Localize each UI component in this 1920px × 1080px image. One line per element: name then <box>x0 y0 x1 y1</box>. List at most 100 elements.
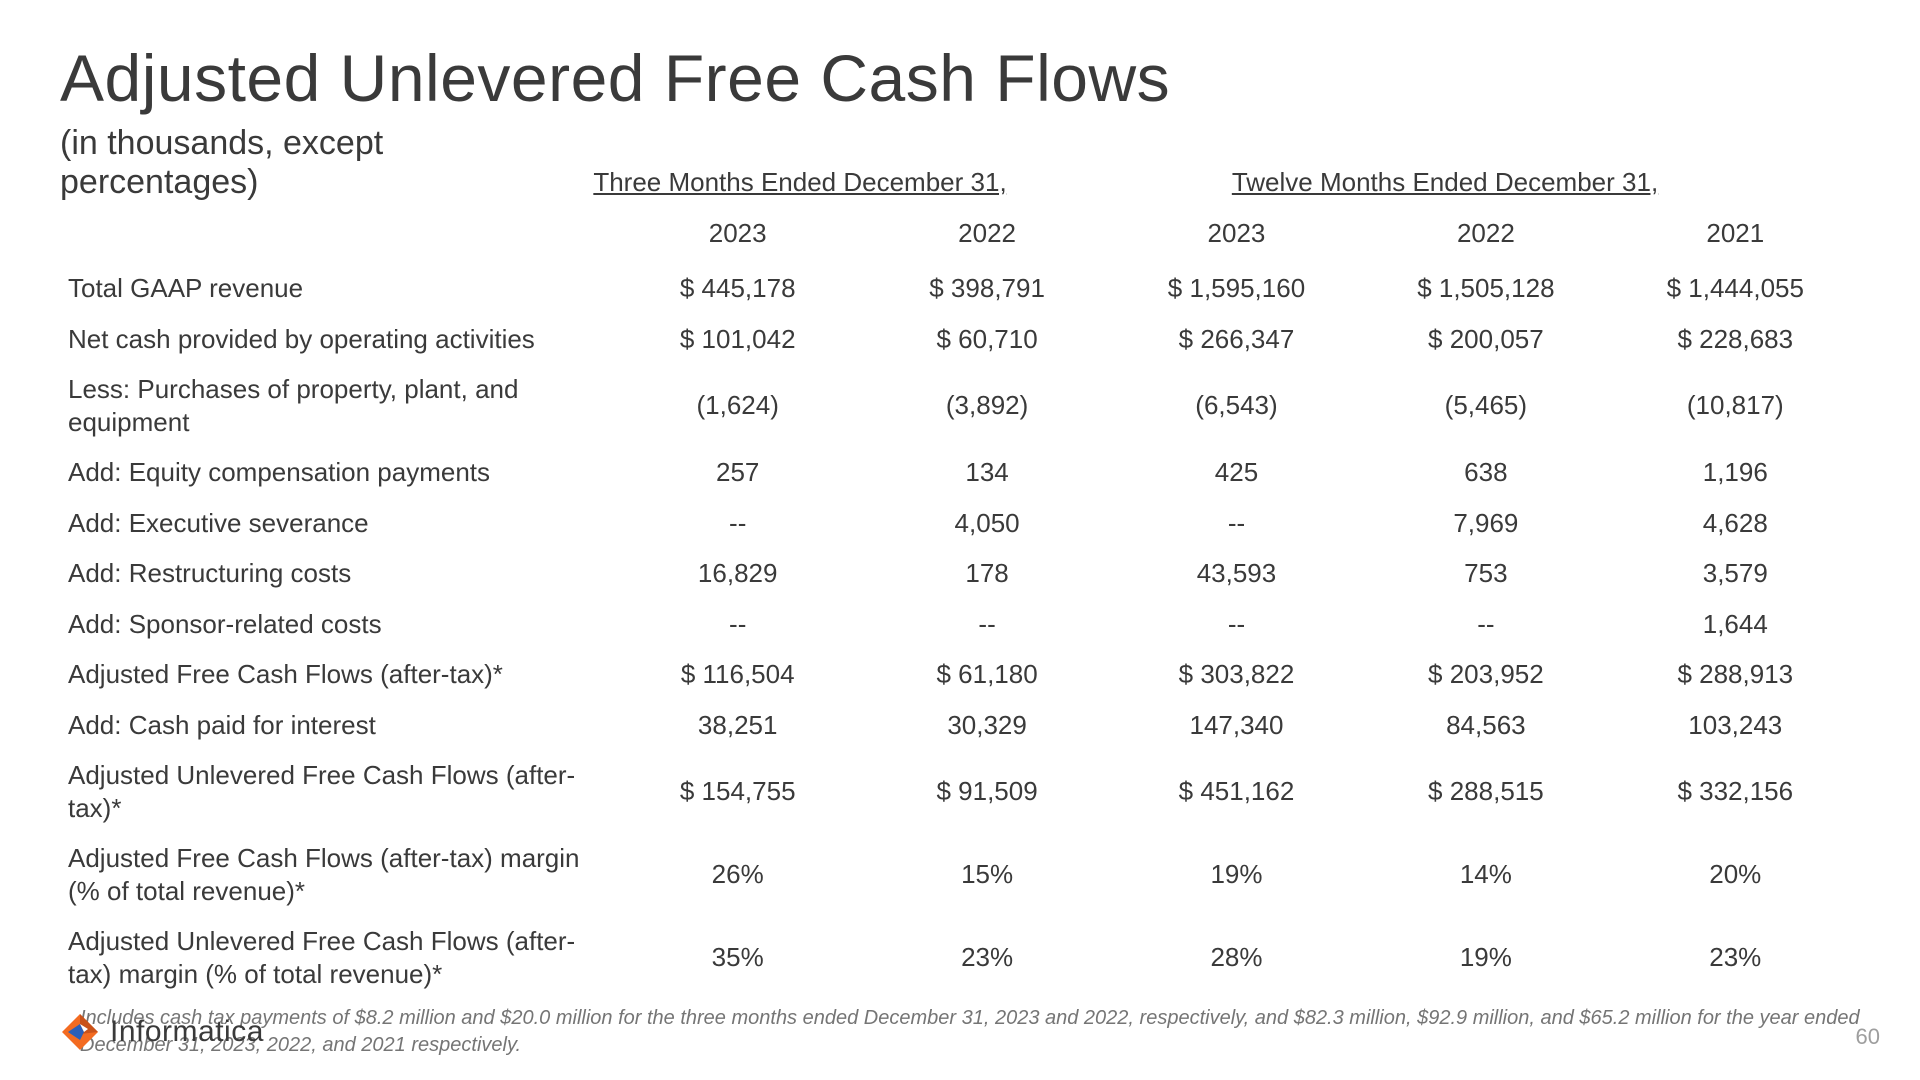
footnote: Includes cash tax payments of $8.2 milli… <box>60 1005 1860 1059</box>
subtitle: (in thousands, except percentages) <box>60 124 570 202</box>
page-number: 60 <box>1856 1024 1880 1050</box>
row-value: -- <box>1361 599 1610 650</box>
table-row: Adjusted Free Cash Flows (after-tax) mar… <box>60 833 1860 916</box>
row-value: 4,628 <box>1611 498 1860 549</box>
row-value: -- <box>1112 599 1361 650</box>
row-value: $ 61,180 <box>862 649 1111 700</box>
row-value: 15% <box>862 833 1111 916</box>
row-label: Adjusted Free Cash Flows (after-tax) mar… <box>60 833 613 916</box>
row-label: Adjusted Unlevered Free Cash Flows (afte… <box>60 750 613 833</box>
row-value: 14% <box>1361 833 1610 916</box>
table-row: Less: Purchases of property, plant, and … <box>60 364 1860 447</box>
row-label: Adjusted Unlevered Free Cash Flows (afte… <box>60 916 613 999</box>
group-header-three-months: Three Months Ended December 31, <box>570 167 1030 202</box>
slide: Adjusted Unlevered Free Cash Flows (in t… <box>0 0 1920 1080</box>
row-label: Less: Purchases of property, plant, and … <box>60 364 613 447</box>
row-value: 1,644 <box>1611 599 1860 650</box>
table-body: Total GAAP revenue$ 445,178$ 398,791$ 1,… <box>60 263 1860 999</box>
row-value: $ 203,952 <box>1361 649 1610 700</box>
footer: Informatica <box>60 1012 264 1052</box>
row-value: $ 288,913 <box>1611 649 1860 700</box>
row-value: -- <box>613 498 862 549</box>
year-header: 2022 <box>862 208 1111 263</box>
brand-name: Informatica <box>110 1015 264 1049</box>
table-row: Adjusted Unlevered Free Cash Flows (afte… <box>60 916 1860 999</box>
row-value: 30,329 <box>862 700 1111 751</box>
row-label: Add: Sponsor-related costs <box>60 599 613 650</box>
row-value: $ 200,057 <box>1361 314 1610 365</box>
row-value: 103,243 <box>1611 700 1860 751</box>
row-value: 19% <box>1361 916 1610 999</box>
row-value: $ 445,178 <box>613 263 862 314</box>
row-value: $ 154,755 <box>613 750 862 833</box>
row-value: 7,969 <box>1361 498 1610 549</box>
row-value: 38,251 <box>613 700 862 751</box>
year-header: 2022 <box>1361 208 1610 263</box>
row-value: 23% <box>1611 916 1860 999</box>
table-row: Add: Cash paid for interest38,25130,3291… <box>60 700 1860 751</box>
row-value: $ 228,683 <box>1611 314 1860 365</box>
row-label: Add: Cash paid for interest <box>60 700 613 751</box>
row-label: Net cash provided by operating activitie… <box>60 314 613 365</box>
row-label: Add: Restructuring costs <box>60 548 613 599</box>
table-row: Net cash provided by operating activitie… <box>60 314 1860 365</box>
row-value: $ 91,509 <box>862 750 1111 833</box>
table-row: Total GAAP revenue$ 445,178$ 398,791$ 1,… <box>60 263 1860 314</box>
row-label: Add: Executive severance <box>60 498 613 549</box>
row-value: 178 <box>862 548 1111 599</box>
row-value: $ 266,347 <box>1112 314 1361 365</box>
row-value: 425 <box>1112 447 1361 498</box>
row-value: 35% <box>613 916 862 999</box>
row-value: $ 451,162 <box>1112 750 1361 833</box>
row-value: 23% <box>862 916 1111 999</box>
row-value: 19% <box>1112 833 1361 916</box>
table-row: Adjusted Free Cash Flows (after-tax)*$ 1… <box>60 649 1860 700</box>
row-value: 20% <box>1611 833 1860 916</box>
row-value: 257 <box>613 447 862 498</box>
row-value: $ 303,822 <box>1112 649 1361 700</box>
row-value: 16,829 <box>613 548 862 599</box>
row-value: (6,543) <box>1112 364 1361 447</box>
row-value: 43,593 <box>1112 548 1361 599</box>
row-value: -- <box>613 599 862 650</box>
row-value: $ 288,515 <box>1361 750 1610 833</box>
row-value: 4,050 <box>862 498 1111 549</box>
row-value: $ 332,156 <box>1611 750 1860 833</box>
year-header: 2021 <box>1611 208 1860 263</box>
subtitle-row: (in thousands, except percentages) Three… <box>60 124 1860 202</box>
row-value: (5,465) <box>1361 364 1610 447</box>
row-value: 753 <box>1361 548 1610 599</box>
cashflow-table: 2023 2022 2023 2022 2021 Total GAAP reve… <box>60 208 1860 999</box>
row-value: 638 <box>1361 447 1610 498</box>
row-value: 147,340 <box>1112 700 1361 751</box>
table-row: Add: Restructuring costs16,82917843,5937… <box>60 548 1860 599</box>
table-row: Add: Executive severance--4,050--7,9694,… <box>60 498 1860 549</box>
page-title: Adjusted Unlevered Free Cash Flows <box>60 40 1860 116</box>
row-value: (1,624) <box>613 364 862 447</box>
row-value: (10,817) <box>1611 364 1860 447</box>
row-value: -- <box>1112 498 1361 549</box>
row-label: Adjusted Free Cash Flows (after-tax)* <box>60 649 613 700</box>
row-value: $ 1,595,160 <box>1112 263 1361 314</box>
table-row: Add: Sponsor-related costs--------1,644 <box>60 599 1860 650</box>
group-headers: Three Months Ended December 31, Twelve M… <box>570 167 1860 202</box>
table-row: Add: Equity compensation payments2571344… <box>60 447 1860 498</box>
row-value: $ 1,444,055 <box>1611 263 1860 314</box>
row-value: 84,563 <box>1361 700 1610 751</box>
table-row: Adjusted Unlevered Free Cash Flows (afte… <box>60 750 1860 833</box>
row-value: (3,892) <box>862 364 1111 447</box>
row-value: 1,196 <box>1611 447 1860 498</box>
group-header-twelve-months: Twelve Months Ended December 31, <box>1030 167 1860 202</box>
row-value: $ 60,710 <box>862 314 1111 365</box>
year-header: 2023 <box>613 208 862 263</box>
row-value: 3,579 <box>1611 548 1860 599</box>
row-value: 134 <box>862 447 1111 498</box>
row-value: $ 116,504 <box>613 649 862 700</box>
year-header: 2023 <box>1112 208 1361 263</box>
row-label: Add: Equity compensation payments <box>60 447 613 498</box>
row-value: $ 101,042 <box>613 314 862 365</box>
row-value: -- <box>862 599 1111 650</box>
row-value: $ 398,791 <box>862 263 1111 314</box>
row-value: 26% <box>613 833 862 916</box>
year-header-row: 2023 2022 2023 2022 2021 <box>60 208 1860 263</box>
